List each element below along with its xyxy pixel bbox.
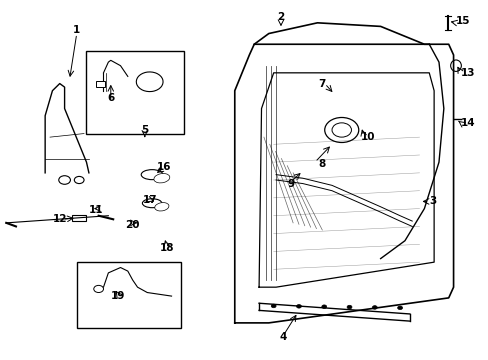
Text: 17: 17: [142, 195, 157, 204]
Text: 3: 3: [428, 197, 436, 206]
Text: 12: 12: [52, 214, 67, 224]
Circle shape: [321, 305, 326, 309]
Circle shape: [397, 306, 402, 310]
Ellipse shape: [154, 174, 169, 183]
Circle shape: [346, 305, 351, 309]
Circle shape: [296, 305, 301, 308]
Ellipse shape: [154, 203, 168, 211]
Text: 20: 20: [125, 220, 140, 230]
Text: 11: 11: [89, 205, 103, 215]
Bar: [77, 262, 181, 328]
Ellipse shape: [142, 199, 162, 208]
Bar: [96, 81, 105, 87]
Text: 8: 8: [318, 159, 325, 169]
Text: 4: 4: [279, 332, 286, 342]
Ellipse shape: [324, 117, 358, 143]
Ellipse shape: [136, 72, 163, 91]
Text: 2: 2: [277, 13, 284, 22]
Ellipse shape: [141, 170, 163, 180]
Text: 14: 14: [460, 118, 474, 128]
Text: 15: 15: [455, 16, 469, 26]
Text: 6: 6: [107, 93, 114, 103]
Text: 10: 10: [361, 132, 375, 142]
Text: 18: 18: [159, 243, 174, 253]
Text: 9: 9: [286, 179, 294, 189]
Ellipse shape: [331, 123, 351, 137]
Bar: [72, 215, 85, 221]
Text: 13: 13: [460, 68, 474, 78]
Circle shape: [372, 306, 376, 309]
Bar: [86, 51, 183, 134]
Text: 5: 5: [141, 125, 148, 135]
Ellipse shape: [450, 60, 460, 71]
Text: 16: 16: [157, 162, 171, 172]
Circle shape: [271, 304, 276, 308]
Text: 1: 1: [73, 25, 80, 35]
Text: 19: 19: [111, 291, 125, 301]
Text: 7: 7: [318, 78, 325, 89]
